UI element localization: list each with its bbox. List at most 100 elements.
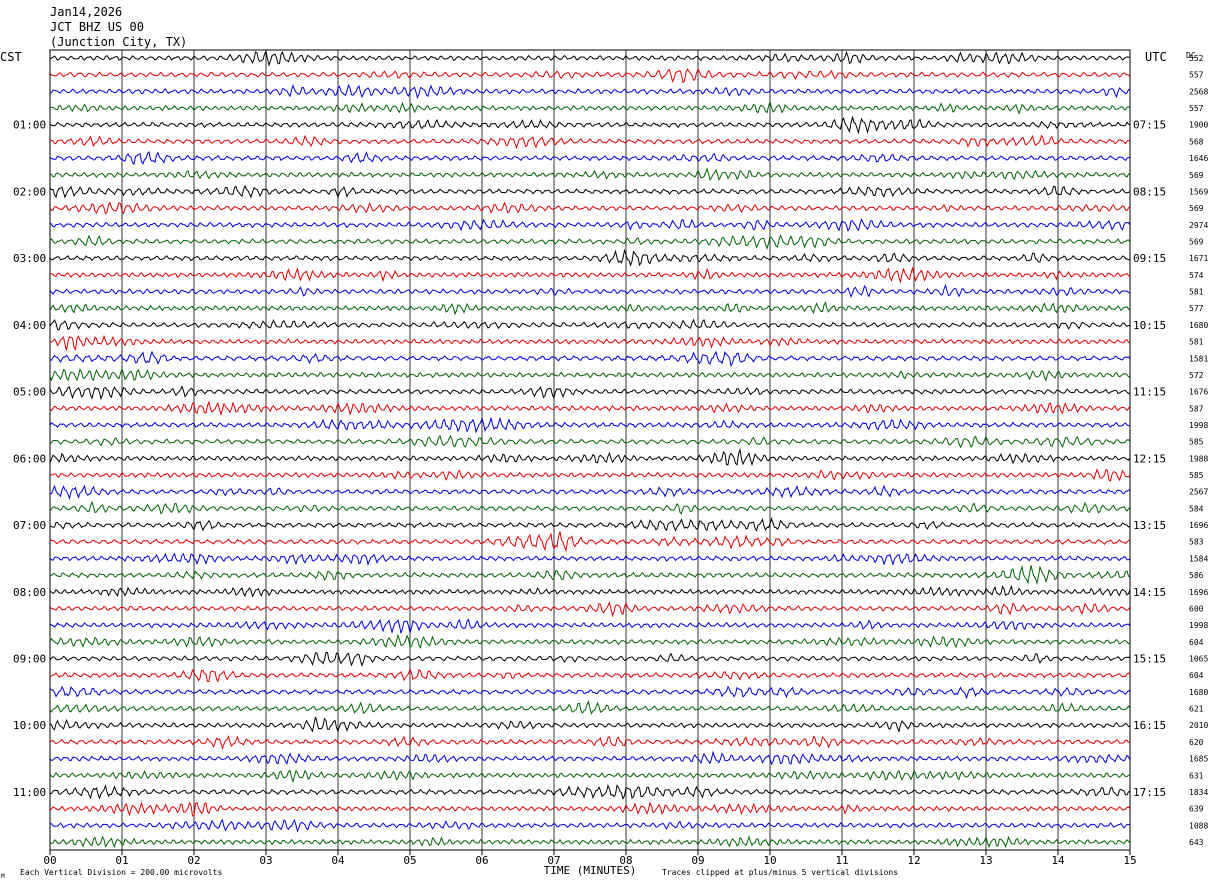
trace-blue-7 <box>49 150 1131 165</box>
trace-blue-15 <box>49 283 1131 299</box>
cst-hour-label: 11:00 <box>13 786 46 799</box>
dc-offset-label: 1676 <box>1189 388 1208 397</box>
cst-hour-label: 03:00 <box>13 252 46 265</box>
dc-offset-label: 621 <box>1189 705 1204 714</box>
dc-offset-label: 1065 <box>1189 655 1208 664</box>
dc-offset-label: 557 <box>1189 104 1204 113</box>
dc-offset-label: 581 <box>1189 288 1204 297</box>
trace-black-33 <box>49 585 1131 598</box>
dc-offset-label: 639 <box>1189 805 1204 814</box>
right-timezone-label: UTC <box>1145 50 1167 64</box>
trace-black-17 <box>49 318 1131 331</box>
utc-hour-label: 07:15 <box>1133 119 1166 132</box>
plot-date: Jan14,2026 <box>50 5 122 19</box>
utc-hour-label: 15:15 <box>1133 653 1166 666</box>
trace-blue-27 <box>49 484 1131 500</box>
dc-offset-label: 604 <box>1189 671 1204 680</box>
dc-offset-label: 1569 <box>1189 187 1208 196</box>
trace-red-30 <box>49 531 1131 553</box>
cst-hour-label: 08:00 <box>13 586 46 599</box>
x-tick-label: 15 <box>1123 854 1136 867</box>
x-tick-label: 07 <box>547 854 560 867</box>
dc-offset-label: 1584 <box>1189 554 1208 563</box>
utc-hour-label: 11:15 <box>1133 386 1166 399</box>
x-tick-label: 02 <box>187 854 200 867</box>
dc-offset-label: 587 <box>1189 404 1204 413</box>
x-tick-label: 03 <box>259 854 272 867</box>
dc-offset-label: 604 <box>1189 638 1204 647</box>
cst-hour-label: 09:00 <box>13 653 46 666</box>
utc-hour-label: 09:15 <box>1133 252 1166 265</box>
trace-green-16 <box>49 300 1131 316</box>
trace-blue-43 <box>49 750 1131 766</box>
time-gridlines <box>49 49 1131 851</box>
dc-offset-label: 1998 <box>1189 421 1208 430</box>
trace-red-22 <box>49 400 1131 417</box>
seismic-traces <box>49 49 1131 849</box>
trace-red-26 <box>49 468 1131 482</box>
trace-black-37 <box>49 651 1131 667</box>
station-code: JCT BHZ US 00 <box>50 20 144 34</box>
x-tick-label: 10 <box>763 854 776 867</box>
dc-offset-label: 1680 <box>1189 688 1208 697</box>
trace-red-34 <box>49 601 1131 618</box>
utc-hour-labels: 07:15 08:15 09:15 10:15 11:15 12:15 13:15 14:15… <box>1133 119 1166 799</box>
x-tick-label: 09 <box>691 854 704 867</box>
dc-offset-label: 584 <box>1189 504 1204 513</box>
trace-blue-31 <box>49 552 1131 567</box>
dc-offset-labels: 552 557 2568 557 1900 568 1646 569 1569 569 2974 56… <box>1189 54 1208 847</box>
dc-offset-label: 552 <box>1189 54 1204 63</box>
x-tick-label: 04 <box>331 854 345 867</box>
trace-black-1 <box>49 49 1131 67</box>
trace-black-13 <box>49 248 1131 267</box>
trace-red-10 <box>49 201 1131 215</box>
dc-offset-label: 569 <box>1189 204 1204 213</box>
trace-black-25 <box>49 447 1131 467</box>
trace-black-9 <box>49 184 1131 199</box>
dc-offset-label: 1680 <box>1189 321 1208 330</box>
dc-offset-label: 1088 <box>1189 821 1208 830</box>
trace-green-44 <box>49 769 1131 784</box>
dc-offset-label: 643 <box>1189 838 1204 847</box>
trace-blue-35 <box>49 618 1131 635</box>
trace-blue-23 <box>49 416 1130 434</box>
trace-green-24 <box>49 434 1131 449</box>
cst-hour-label: 05:00 <box>13 386 46 399</box>
trace-green-32 <box>49 564 1131 586</box>
dc-offset-label: 569 <box>1189 171 1204 180</box>
dc-offset-label: 1685 <box>1189 755 1208 764</box>
trace-green-36 <box>49 633 1131 650</box>
trace-black-45 <box>49 783 1131 800</box>
dc-offset-label: 569 <box>1189 237 1204 246</box>
dc-offset-label: 572 <box>1189 371 1204 380</box>
trace-green-4 <box>49 100 1131 115</box>
trace-blue-19 <box>49 350 1131 367</box>
trace-blue-11 <box>49 218 1131 232</box>
utc-hour-label: 12:15 <box>1133 452 1166 465</box>
dc-offset-label: 585 <box>1189 438 1204 447</box>
dc-offset-label: 557 <box>1189 71 1204 80</box>
utc-hour-label: 14:15 <box>1133 586 1166 599</box>
trace-red-6 <box>49 134 1131 150</box>
trace-black-21 <box>49 385 1131 401</box>
dc-offset-label: 1988 <box>1189 454 1208 463</box>
utc-hour-label: 16:15 <box>1133 719 1166 732</box>
dc-offset-label: 1581 <box>1189 354 1208 363</box>
dc-offset-label: 2567 <box>1189 488 1208 497</box>
x-tick-label: 01 <box>115 854 128 867</box>
dc-offset-label: 581 <box>1189 338 1204 347</box>
dc-offset-label: 631 <box>1189 771 1204 780</box>
x-axis-ticks: 00 01 02 03 04 05 06 07 08 09 10 11 12 13 14 15 <box>43 850 1137 867</box>
cst-hour-labels: 01:00 02:00 03:00 04:00 05:00 06:00 07:00 08:00… <box>13 119 46 799</box>
dc-offset-label: 583 <box>1189 538 1204 547</box>
trace-green-48 <box>49 835 1131 849</box>
x-tick-label: 06 <box>475 854 488 867</box>
scale-note: Each Vertical Division = 200.00 microvol… <box>20 868 222 877</box>
clip-note: Traces clipped at plus/minus 5 vertical … <box>662 868 898 877</box>
dc-offset-label: 600 <box>1189 604 1204 613</box>
trace-red-18 <box>49 334 1131 351</box>
trace-green-12 <box>49 233 1131 250</box>
dc-offset-label: 1900 <box>1189 121 1208 130</box>
x-tick-label: 14 <box>1051 854 1065 867</box>
cst-hour-label: 06:00 <box>13 452 46 465</box>
